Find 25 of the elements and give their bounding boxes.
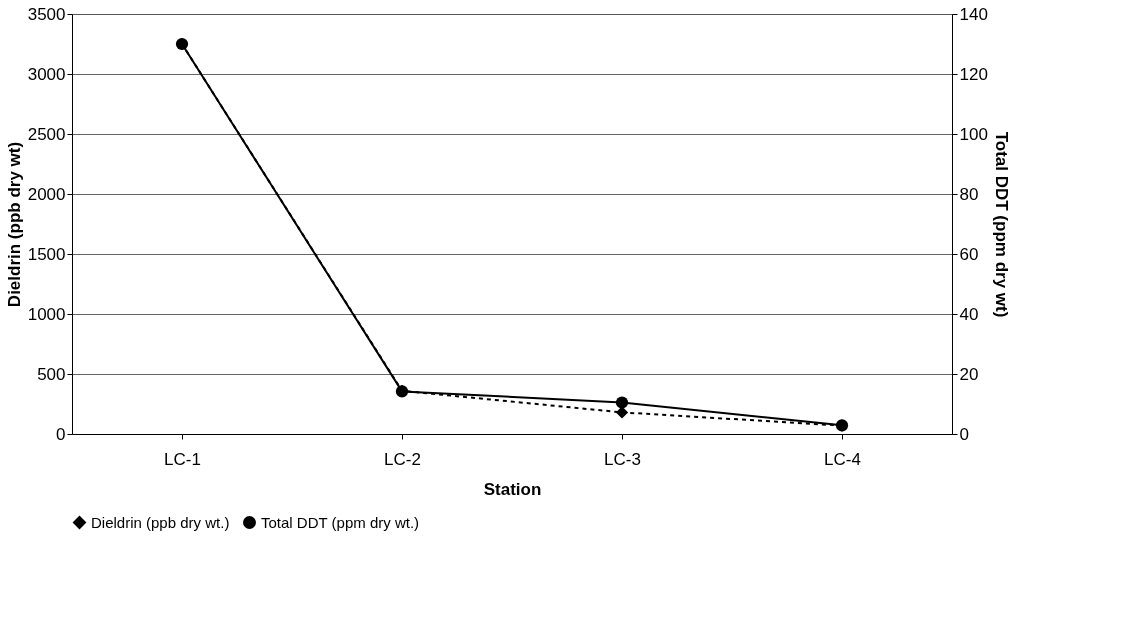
y2-tick-label: 20 [959, 364, 979, 384]
x-tick-label: LC-4 [824, 449, 861, 469]
legend-label: Total DDT (ppm dry wt.) [261, 513, 420, 531]
y-tick-label: 3000 [27, 64, 66, 84]
y2-tick-label: 80 [959, 184, 979, 204]
y-tick-label: 1000 [27, 304, 66, 324]
y2-tick-label: 140 [959, 4, 988, 24]
x-tick-label: LC-2 [384, 449, 421, 469]
y2-axis-title: Total DDT (ppm dry wt) [991, 131, 1011, 318]
legend-label: Dieldrin (ppb dry wt.) [91, 513, 230, 531]
y-tick-label: 500 [37, 364, 66, 384]
y2-tick-label: 100 [959, 124, 988, 144]
x-tick-label: LC-1 [164, 449, 201, 469]
y2-tick-label: 0 [959, 424, 969, 444]
y-tick-label: 2000 [27, 184, 66, 204]
y2-tick-label: 120 [959, 64, 988, 84]
y2-tick-label: 60 [959, 244, 979, 264]
y-tick-label: 0 [56, 424, 66, 444]
x-tick-label: LC-3 [604, 449, 641, 469]
y-tick-label: 1500 [27, 244, 66, 264]
x-axis-title: Station [483, 479, 542, 499]
y2-tick-label: 40 [959, 304, 979, 324]
y-tick-label: 3500 [27, 4, 66, 24]
y-axis-title: Dieldrin (ppb dry wt) [4, 141, 24, 308]
y-tick-label: 2500 [27, 124, 66, 144]
